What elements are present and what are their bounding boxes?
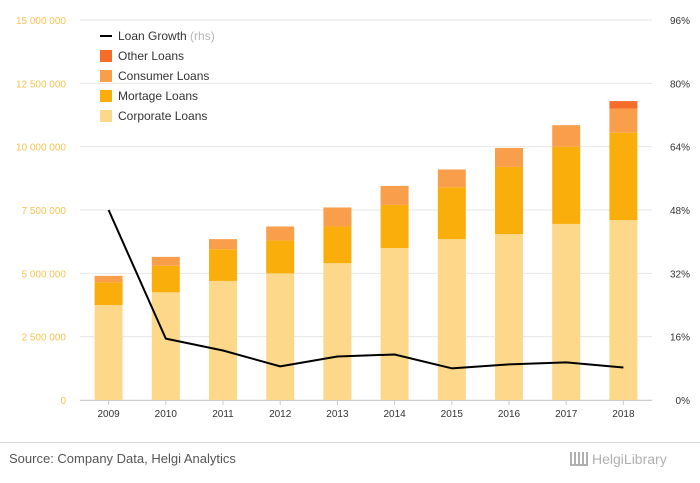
bar-mortage-loans bbox=[94, 282, 123, 305]
y2-tick-label: 80% bbox=[670, 79, 690, 90]
bar-mortage-loans bbox=[151, 265, 180, 293]
bar-corporate-loans bbox=[323, 263, 352, 400]
y2-tick-label: 16% bbox=[670, 333, 690, 344]
bar-consumer-loans bbox=[552, 125, 581, 147]
bar-corporate-loans bbox=[609, 220, 638, 400]
bar-mortage-loans bbox=[209, 249, 237, 281]
bar-corporate-loans bbox=[151, 292, 180, 400]
y2-tick-label: 96% bbox=[670, 16, 690, 27]
loan-growth-line bbox=[107, 209, 624, 370]
y-tick-label: 0 bbox=[60, 396, 66, 407]
x-tick-label: 2017 bbox=[555, 409, 578, 420]
bar-corporate-loans bbox=[552, 223, 581, 400]
x-tick-label: 2013 bbox=[326, 409, 349, 420]
legend-label: Mortage Loans bbox=[118, 89, 198, 103]
y2-tick-label: 64% bbox=[670, 143, 690, 154]
legend-swatch bbox=[100, 70, 112, 82]
bar-mortage-loans bbox=[380, 204, 409, 248]
legend-label: Other Loans bbox=[118, 49, 184, 63]
bar-mortage-loans bbox=[437, 187, 466, 240]
bar-mortage-loans bbox=[323, 226, 352, 264]
x-tick-label: 2010 bbox=[155, 409, 178, 420]
y2-tick-label: 32% bbox=[670, 269, 690, 280]
bar-consumer-loans bbox=[323, 207, 352, 227]
y-tick-label: 12 500 000 bbox=[16, 79, 66, 90]
footer-divider bbox=[0, 442, 700, 443]
legend-label: Corporate Loans bbox=[118, 109, 207, 123]
legend-swatch bbox=[100, 50, 112, 62]
bar-mortage-loans bbox=[609, 132, 638, 221]
legend-swatch bbox=[100, 90, 112, 102]
y-tick-label: 5 000 000 bbox=[22, 269, 67, 280]
bar-consumer-loans bbox=[94, 275, 123, 283]
y2-tick-label: 0% bbox=[676, 396, 691, 407]
bar-consumer-loans bbox=[151, 256, 180, 266]
bar-consumer-loans bbox=[380, 185, 409, 205]
x-tick-label: 2011 bbox=[212, 409, 234, 420]
bar-corporate-loans bbox=[266, 273, 295, 400]
legend-label: Consumer Loans bbox=[118, 69, 209, 83]
legend-swatch bbox=[100, 110, 112, 122]
helgi-library-logo: HelgiLibrary bbox=[570, 451, 667, 467]
y-tick-label: 7 500 000 bbox=[22, 206, 67, 217]
y2-tick-label: 48% bbox=[670, 206, 690, 217]
y-tick-label: 10 000 000 bbox=[16, 143, 66, 154]
bar-consumer-loans bbox=[266, 226, 295, 241]
x-tick-label: 2009 bbox=[97, 409, 120, 420]
bar-mortage-loans bbox=[552, 146, 581, 224]
x-tick-label: 2018 bbox=[612, 409, 635, 420]
bar-corporate-loans bbox=[380, 248, 409, 400]
bar-consumer-loans bbox=[209, 239, 237, 250]
x-tick-label: 2015 bbox=[441, 409, 464, 420]
legend-label: Loan Growth (rhs) bbox=[118, 29, 215, 43]
source-note: Source: Company Data, Helgi Analytics bbox=[9, 451, 236, 466]
bar-mortage-loans bbox=[266, 240, 295, 274]
x-tick-label: 2012 bbox=[269, 409, 292, 420]
bar-corporate-loans bbox=[94, 305, 123, 400]
y-tick-label: 2 500 000 bbox=[22, 333, 67, 344]
bar-other-loans bbox=[609, 101, 638, 109]
legend-label-suffix: (rhs) bbox=[190, 29, 215, 43]
bar-corporate-loans bbox=[495, 234, 523, 400]
bar-consumer-loans bbox=[437, 169, 466, 188]
y-tick-label: 15 000 000 bbox=[16, 16, 66, 27]
bar-corporate-loans bbox=[437, 239, 466, 400]
x-tick-label: 2016 bbox=[498, 409, 521, 420]
library-icon bbox=[570, 452, 588, 466]
logo-text: HelgiLibrary bbox=[592, 451, 667, 467]
loan-chart: 0 2 500 000 5 000 000 7 500 000 10 000 000 12… bbox=[16, 16, 691, 420]
bar-corporate-loans bbox=[209, 280, 237, 400]
x-tick-label: 2014 bbox=[383, 409, 406, 420]
bar-mortage-loans bbox=[495, 166, 523, 235]
bar-consumer-loans bbox=[495, 147, 523, 167]
bar-consumer-loans bbox=[609, 108, 638, 133]
